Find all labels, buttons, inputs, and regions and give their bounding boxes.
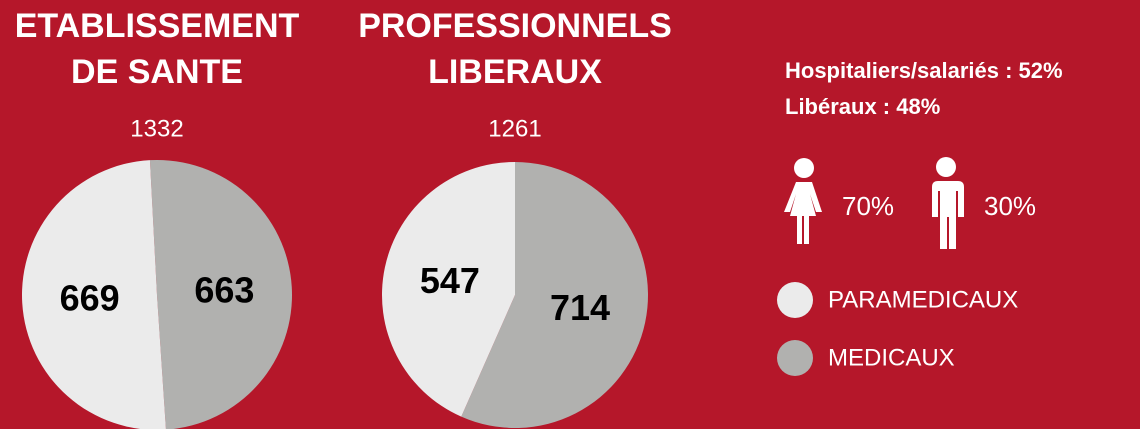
chart-title: PROFESSIONNELS LIBERAUX [358,7,672,91]
slice-label: 669 [60,278,120,319]
chart-title: ETABLISSEMENT DE SANTE [15,7,300,91]
man-icon [932,157,964,249]
slice-label: 547 [420,260,480,301]
slice-label: 714 [550,287,610,328]
stat-line: Libéraux : 48% [785,94,940,119]
legend-swatch [777,340,813,376]
chart-total: 1261 [488,115,541,142]
legend-swatch [777,282,813,318]
chart-total: 1332 [130,115,183,142]
slice-label: 663 [194,270,254,311]
men-percent: 30% [984,191,1036,221]
pie-slice [461,162,648,428]
pie-slice [22,160,166,429]
woman-icon [784,158,822,244]
legend-label: MEDICAUX [828,344,955,371]
women-percent: 70% [842,191,894,221]
stat-line: Hospitaliers/salariés : 52% [785,58,1063,83]
pie-slice [381,162,515,417]
pie-slice [149,160,293,429]
legend-label: PARAMEDICAUX [828,286,1018,313]
